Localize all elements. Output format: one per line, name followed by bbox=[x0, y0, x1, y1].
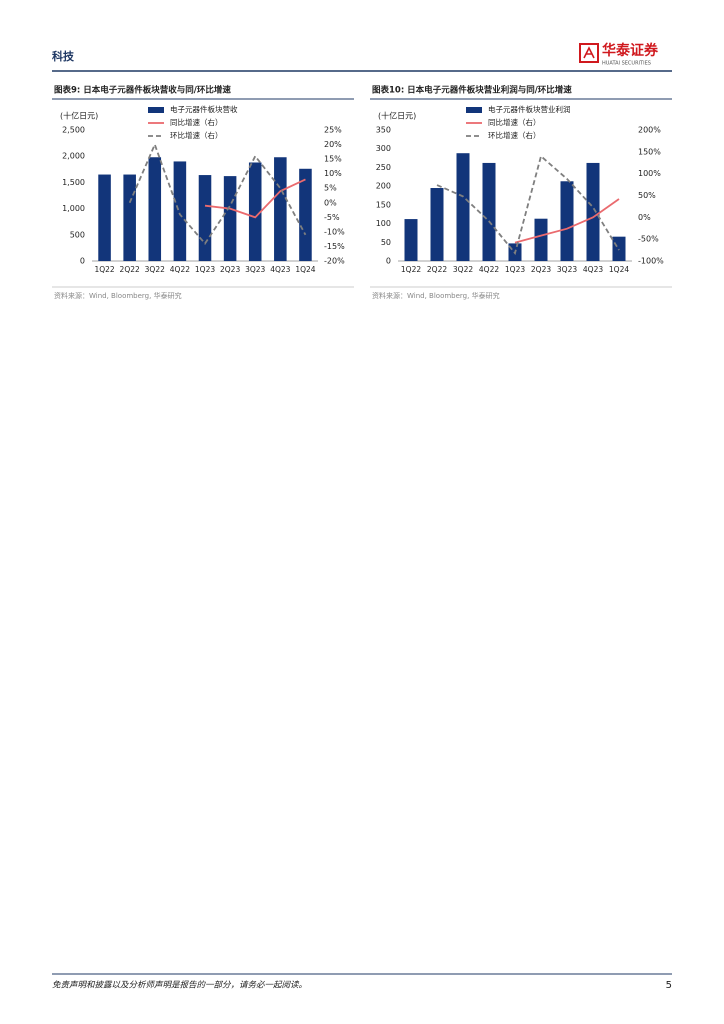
y-tick-label: 350 bbox=[376, 126, 391, 135]
x-tick-label: 1Q23 bbox=[195, 265, 215, 274]
y2-tick-label: 20% bbox=[324, 140, 342, 149]
y-tick-label: 300 bbox=[376, 144, 391, 153]
bar bbox=[404, 219, 418, 261]
bar bbox=[223, 176, 237, 261]
bar bbox=[274, 157, 287, 261]
y-tick-label: 100 bbox=[376, 219, 391, 228]
y2-tick-label: 25% bbox=[324, 126, 342, 135]
x-tick-label: 4Q22 bbox=[170, 265, 190, 274]
legend-label: 电子元器件板块营收 bbox=[170, 104, 238, 114]
bar bbox=[586, 162, 600, 261]
y2-tick-label: -20% bbox=[324, 257, 345, 266]
line-series bbox=[514, 198, 620, 244]
y-tick-label: 200 bbox=[376, 182, 391, 191]
legend-label: 环比增速（右） bbox=[170, 130, 223, 140]
y-tick-label: 150 bbox=[376, 200, 391, 209]
logo-subtext: HUATAI SECURITIES bbox=[602, 61, 651, 67]
y-tick-label: 0 bbox=[386, 257, 391, 266]
legend-label: 环比增速（右） bbox=[488, 130, 541, 140]
legend-label: 电子元器件板块营业利润 bbox=[488, 104, 571, 114]
x-tick-label: 3Q22 bbox=[145, 265, 165, 274]
y-tick-label: 250 bbox=[376, 163, 391, 172]
chart-title: 图表9: 日本电子元器件板块营收与同/环比增速 bbox=[54, 85, 231, 96]
bar bbox=[299, 168, 312, 261]
y2-tick-label: -10% bbox=[324, 227, 345, 236]
x-tick-label: 2Q23 bbox=[220, 265, 240, 274]
logo-text: 华泰证券 bbox=[602, 42, 659, 59]
bar bbox=[482, 162, 496, 261]
chart-title: 图表10: 日本电子元器件板块营业利润与同/环比增速 bbox=[372, 85, 572, 96]
bar bbox=[123, 174, 136, 261]
bar bbox=[560, 181, 574, 261]
y2-tick-label: 200% bbox=[638, 126, 661, 135]
y2-tick-label: 15% bbox=[324, 155, 342, 164]
y-tick-label: 2,000 bbox=[62, 152, 85, 161]
y2-tick-label: -5% bbox=[324, 213, 340, 222]
y-tick-label: 0 bbox=[80, 257, 85, 266]
line-series bbox=[436, 154, 620, 256]
y-tick-label: 50 bbox=[381, 238, 391, 247]
x-tick-label: 3Q23 bbox=[245, 265, 265, 274]
x-tick-label: 2Q22 bbox=[120, 265, 140, 274]
x-tick-label: 1Q22 bbox=[94, 265, 114, 274]
y2-tick-label: -100% bbox=[638, 257, 664, 266]
y2-tick-label: 5% bbox=[324, 184, 337, 193]
y-tick-label: 1,500 bbox=[62, 178, 85, 187]
x-tick-label: 1Q23 bbox=[505, 265, 525, 274]
x-tick-label: 2Q23 bbox=[531, 265, 551, 274]
legend-swatch bbox=[466, 107, 482, 113]
line-series bbox=[128, 142, 307, 246]
x-tick-label: 1Q22 bbox=[401, 265, 421, 274]
legend-swatch bbox=[148, 107, 164, 113]
y2-tick-label: 50% bbox=[638, 191, 656, 200]
bar bbox=[456, 153, 470, 261]
bar bbox=[248, 162, 262, 261]
bar bbox=[173, 161, 187, 261]
line-series bbox=[204, 178, 306, 219]
source: 资料来源：Wind, Bloomberg, 华泰研究 bbox=[54, 291, 182, 300]
y2-tick-label: 10% bbox=[324, 169, 342, 178]
section-label: 科技 bbox=[52, 49, 75, 63]
source: 资料来源：Wind, Bloomberg, 华泰研究 bbox=[372, 291, 500, 300]
y2-tick-label: -15% bbox=[324, 242, 345, 251]
bar bbox=[612, 236, 626, 261]
disclaimer: 免责声明和披露以及分析师声明是报告的一部分，请务必一起阅读。 bbox=[52, 980, 307, 991]
bar bbox=[98, 174, 111, 261]
y-tick-label: 500 bbox=[70, 230, 85, 239]
legend-label: 同比增速（右） bbox=[488, 117, 541, 127]
bar bbox=[430, 188, 444, 261]
y2-tick-label: 100% bbox=[638, 169, 661, 178]
x-tick-label: 1Q24 bbox=[609, 265, 629, 274]
x-tick-label: 3Q23 bbox=[557, 265, 577, 274]
x-tick-label: 4Q22 bbox=[479, 265, 499, 274]
y2-tick-label: -50% bbox=[638, 235, 659, 244]
x-tick-label: 4Q23 bbox=[270, 265, 290, 274]
bar bbox=[198, 175, 212, 261]
x-tick-label: 2Q22 bbox=[427, 265, 447, 274]
y2-tick-label: 0% bbox=[324, 198, 337, 207]
legend-label: 同比增速（右） bbox=[170, 117, 223, 127]
y2-tick-label: 150% bbox=[638, 147, 661, 156]
x-tick-label: 3Q22 bbox=[453, 265, 473, 274]
x-tick-label: 1Q24 bbox=[295, 265, 315, 274]
x-tick-label: 4Q23 bbox=[583, 265, 603, 274]
page-number: 5 bbox=[666, 980, 672, 991]
y-tick-label: 1,000 bbox=[62, 204, 85, 213]
bar bbox=[148, 157, 162, 261]
logo bbox=[579, 43, 599, 63]
unit-label: (十亿日元) bbox=[378, 111, 416, 121]
y-tick-label: 2,500 bbox=[62, 126, 85, 135]
unit-label: (十亿日元) bbox=[60, 111, 98, 121]
y2-tick-label: 0% bbox=[638, 213, 651, 222]
bar bbox=[534, 218, 548, 261]
